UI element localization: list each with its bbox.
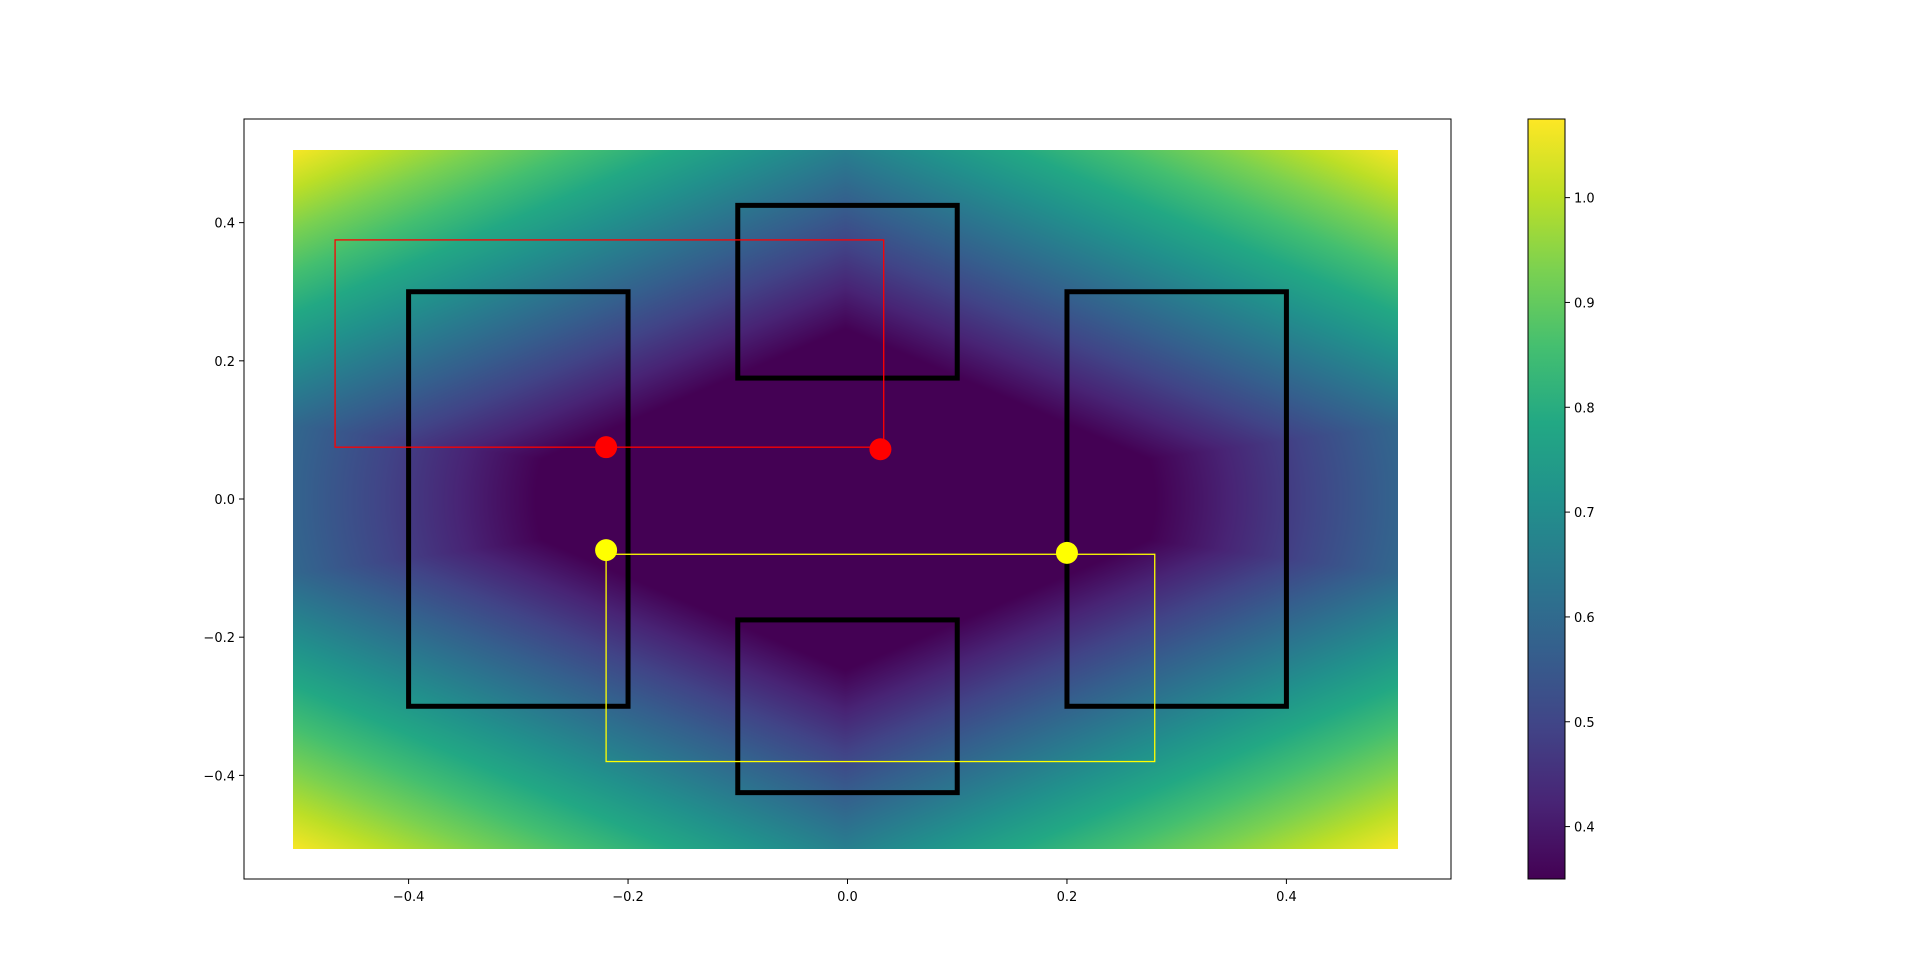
y-tick-label: 0.2 [214,355,235,370]
colorbar-tick-label: 1.0 [1574,192,1595,207]
yellow-end-marker [1055,541,1078,564]
colorbar-gradient [1528,119,1565,879]
colorbar-tick-label: 0.7 [1574,506,1595,521]
yellow-start-marker [595,539,618,562]
y-tick-label: 0.4 [214,217,235,232]
obstacle-rect-2 [1064,289,1289,709]
x-tick-label: −0.4 [393,890,425,905]
x-tick-label: 0.2 [1057,890,1078,905]
colorbar: 0.4 0.5 0.6 0.7 0.8 0.9 1.0 [1527,118,1595,880]
colorbar-tick-label: 0.9 [1574,296,1595,311]
x-tick-label: −0.2 [612,890,644,905]
obstacle-rect-4 [735,617,960,796]
y-tick-label: 0.0 [214,493,235,508]
colorbar-tick-label: 0.6 [1574,611,1595,626]
plot-area: −0.4 −0.2 0.0 0.2 0.4 −0.4 −0.2 0.0 0.2 0.4 [203,118,1452,905]
y-axis: −0.4 −0.2 0.0 0.2 0.4 [203,217,244,784]
heatmap [293,150,1398,849]
colorbar-frame [1527,118,1566,880]
x-tick-label: 0.0 [837,890,858,905]
colorbar-tick-label: 0.8 [1574,401,1595,416]
obstacle-rect-3 [735,202,960,381]
red-start-marker [595,436,618,459]
red-end-marker [869,438,892,461]
y-tick-label: −0.2 [203,631,235,646]
colorbar-tick-label: 0.5 [1574,716,1595,731]
obstacles [406,202,1289,796]
yellow-box [605,553,1156,763]
x-tick-label: 0.4 [1276,890,1297,905]
obstacle-rect-1 [406,289,631,709]
y-tick-label: −0.4 [203,769,235,784]
colorbar-tick-label: 0.4 [1574,821,1595,836]
colorbar-ticks: 0.4 0.5 0.6 0.7 0.8 0.9 1.0 [1565,192,1595,836]
x-axis: −0.4 −0.2 0.0 0.2 0.4 [393,879,1297,905]
markers [595,436,1078,564]
